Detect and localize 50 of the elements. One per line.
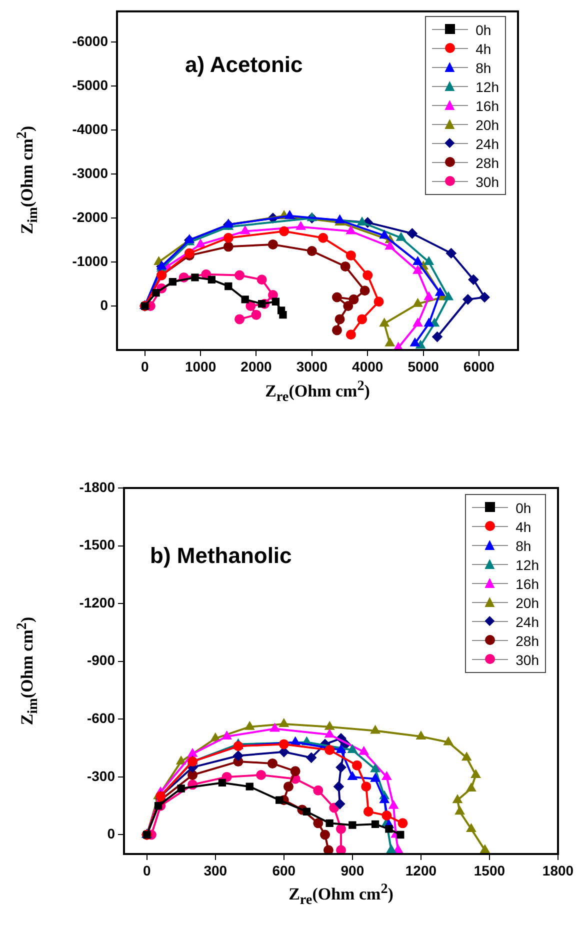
legend-label: 12h [516,556,539,572]
x-axis-title: Z$_{re}$(Ohm cm$^{2}$) [288,881,394,910]
legend-label: 28h [476,154,499,170]
legend-label: 16h [516,576,539,592]
x-tick-label: 1800 [542,862,574,878]
x-tick-label: 2000 [240,358,272,374]
x-tick-label: 300 [204,862,228,878]
y-tick-label: -4000 [72,120,108,137]
x-tick-label: 1000 [184,358,216,374]
x-tick-label: 0 [142,862,151,878]
y-tick-label: -2000 [72,208,108,225]
x-tick-label: 1200 [405,862,437,878]
legend-label: 12h [476,78,499,94]
y-tick-label: -6000 [72,33,108,50]
y-tick-label: -1000 [72,252,108,269]
legend-label: 30h [516,652,539,668]
x-tick-label: 4000 [352,358,384,374]
y-tick-label: -3000 [72,164,108,181]
y-tick-label: -1200 [79,594,116,610]
legend-label: 8h [516,538,532,554]
y-tick-label: -300 [86,768,116,784]
legend-label: 4h [476,40,492,56]
legend-label: 20h [476,116,499,132]
y-tick-label: 0 [100,296,108,313]
x-axis-title: Z$_{re}$(Ohm cm$^{2}$) [265,378,370,406]
x-tick-label: 0 [140,358,149,374]
y-tick-label: -1800 [79,478,116,495]
legend-label: 4h [516,518,532,534]
legend-label: 0h [476,22,492,38]
y-tick-label: 0 [107,826,116,842]
legend-label: 0h [516,500,532,516]
legend-label: 8h [476,60,492,76]
legend-label: 28h [516,632,539,648]
text: b) Methanolic [150,543,292,569]
y-tick-label: -5000 [72,77,108,94]
x-tick-label: 5000 [408,358,440,374]
x-tick-label: 600 [272,862,296,878]
y-tick-label: -1500 [79,536,116,553]
x-tick-label: 6000 [463,358,495,374]
y-tick-label: -600 [86,710,116,726]
legend-label: 30h [476,174,499,190]
x-tick-label: 900 [340,862,364,878]
legend-label: 24h [516,614,539,630]
y-tick-label: -900 [86,652,116,668]
x-tick-label: 1500 [474,862,506,878]
legend-label: 20h [516,594,539,610]
x-tick-label: 3000 [296,358,328,374]
legend-label: 16h [476,98,499,114]
legend-label: 24h [476,136,499,152]
text: a) Acetonic [185,52,303,78]
